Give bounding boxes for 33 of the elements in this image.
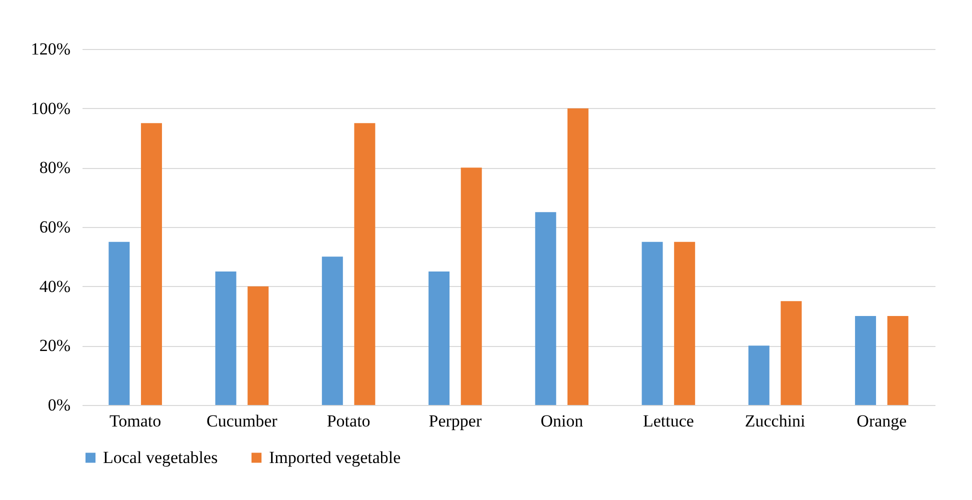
legend-label: Local vegetables bbox=[103, 448, 218, 467]
bar bbox=[674, 242, 696, 405]
bar bbox=[642, 242, 663, 405]
bar bbox=[322, 256, 343, 405]
x-tick-label: Lettuce bbox=[642, 412, 694, 430]
bar bbox=[108, 242, 130, 405]
bar bbox=[887, 316, 908, 405]
bar bbox=[248, 286, 269, 405]
bar bbox=[780, 301, 802, 405]
legend-label: Imported vegetable bbox=[269, 448, 401, 467]
y-tick-label: 20% bbox=[39, 336, 70, 356]
x-tick-label: Perpper bbox=[428, 412, 482, 430]
y-tick-label: 120% bbox=[30, 40, 70, 58]
y-tick-label: 100% bbox=[30, 98, 70, 118]
bar bbox=[354, 123, 376, 405]
x-tick-label: Potato bbox=[326, 412, 370, 430]
bar bbox=[748, 346, 770, 405]
bar bbox=[535, 212, 556, 405]
bar bbox=[855, 316, 876, 405]
bar bbox=[460, 168, 482, 405]
y-tick-label: 60% bbox=[39, 218, 70, 236]
bar bbox=[215, 272, 236, 405]
y-tick-label: 80% bbox=[39, 158, 70, 178]
x-tick-label: Onion bbox=[540, 412, 584, 430]
y-tick-label: 0% bbox=[48, 396, 70, 414]
x-tick-label: Zucchini bbox=[744, 412, 806, 430]
bar bbox=[428, 272, 450, 405]
y-tick-label: 40% bbox=[39, 276, 70, 296]
bar bbox=[140, 123, 162, 405]
bar bbox=[567, 108, 588, 405]
x-tick-label: Orange bbox=[856, 412, 907, 430]
x-tick-label: Cucumber bbox=[206, 412, 278, 430]
x-tick-label: Tomato bbox=[109, 412, 162, 430]
